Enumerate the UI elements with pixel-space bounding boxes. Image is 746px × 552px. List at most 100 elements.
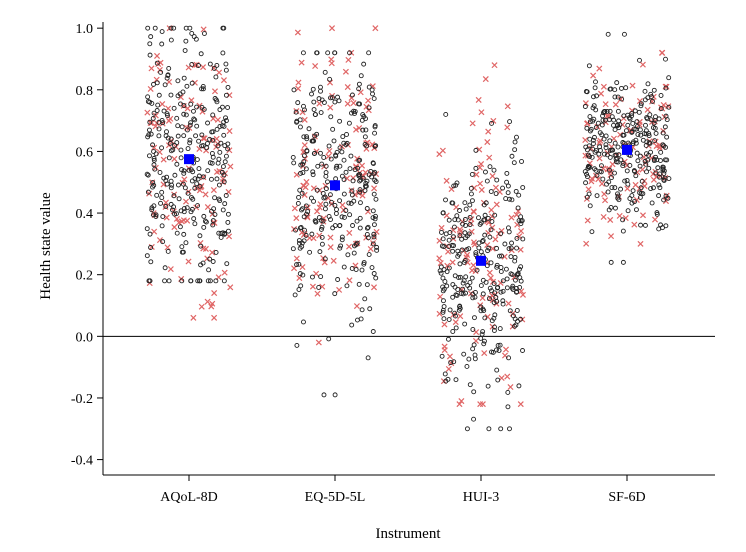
cross-point (477, 180, 484, 187)
circle-point (505, 404, 511, 410)
cross-point (610, 135, 617, 142)
circle-point (344, 140, 350, 146)
circle-point (165, 113, 170, 118)
circle-point (339, 234, 345, 240)
circle-point (610, 147, 616, 153)
circle-point (452, 273, 458, 279)
circle-point (327, 76, 333, 82)
circle-point (497, 253, 502, 259)
circle-point (481, 217, 487, 223)
cross-point (632, 181, 639, 188)
circle-point (643, 161, 649, 167)
cross-point (448, 360, 455, 367)
circle-point (651, 185, 656, 191)
circle-point (450, 329, 456, 334)
circle-point (309, 231, 315, 237)
circle-point (472, 356, 478, 362)
circle-point (224, 261, 230, 267)
circle-point (634, 119, 640, 125)
circle-point (604, 152, 610, 158)
circle-point (323, 173, 329, 179)
cross-point (226, 233, 233, 240)
cross-point (221, 269, 228, 276)
cross-point (359, 162, 366, 169)
circle-point (357, 101, 363, 107)
circle-point (303, 166, 309, 172)
cross-point (295, 85, 302, 92)
circle-point (366, 105, 372, 111)
circle-point (663, 113, 669, 119)
circle-point (168, 92, 174, 98)
circle-point (644, 139, 650, 145)
circle-point (341, 214, 347, 220)
circle-point (184, 83, 190, 89)
circle-point (331, 138, 337, 144)
circle-point (603, 145, 609, 151)
circle-point (439, 353, 445, 359)
circle-point (366, 84, 372, 90)
circle-point (322, 69, 328, 75)
circle-point (457, 208, 462, 213)
cross-point (449, 259, 456, 266)
circle-point (500, 185, 506, 191)
circle-point (661, 178, 667, 183)
circle-point (642, 222, 648, 228)
circle-point (214, 126, 220, 132)
circle-point (483, 279, 489, 285)
circle-point (457, 305, 463, 311)
cross-point (299, 109, 306, 116)
circle-point (209, 208, 214, 214)
circle-point (316, 96, 322, 102)
cross-point (502, 346, 510, 353)
circle-point (317, 249, 323, 255)
cross-point (220, 175, 227, 182)
cross-point (446, 353, 453, 360)
circle-point (212, 212, 218, 218)
circle-point (159, 189, 165, 195)
cross-point (505, 300, 512, 307)
circle-point (441, 316, 447, 322)
cross-point (164, 244, 171, 251)
circle-point (337, 245, 343, 251)
circle-point (371, 191, 377, 197)
circle-point (349, 188, 355, 194)
circle-point (358, 73, 364, 79)
circle-point (450, 294, 456, 300)
circle-point (666, 75, 672, 81)
circle-point (492, 324, 497, 330)
circle-point (440, 275, 446, 281)
circle-point (357, 187, 363, 193)
cross-point (504, 373, 511, 380)
circle-point (510, 283, 516, 289)
circle-point (183, 112, 189, 118)
circle-point (168, 37, 174, 43)
circle-point (509, 153, 515, 159)
cross-point (489, 173, 496, 180)
cross-point (196, 145, 203, 152)
circle-point (637, 153, 643, 159)
circle-point (364, 232, 370, 237)
circle-point (627, 163, 633, 168)
circle-point (304, 134, 310, 140)
circle-point (595, 120, 601, 126)
circle-point (460, 291, 466, 297)
circle-point (619, 85, 624, 91)
circle-point (645, 95, 651, 101)
circle-point (587, 154, 592, 160)
cross-point (582, 137, 589, 144)
cross-point (167, 266, 174, 273)
circle-point (310, 172, 316, 178)
cross-point (344, 175, 351, 182)
circle-point (220, 50, 226, 56)
circle-point (518, 316, 523, 322)
circle-point (489, 219, 495, 224)
circle-point (225, 146, 231, 152)
circle-point (653, 130, 659, 136)
circle-point (147, 99, 153, 105)
circle-point (450, 282, 456, 287)
circle-point (209, 151, 215, 156)
cross-point (302, 184, 309, 191)
circle-point (480, 329, 486, 335)
circle-point (343, 169, 349, 175)
circle-point (500, 298, 506, 304)
